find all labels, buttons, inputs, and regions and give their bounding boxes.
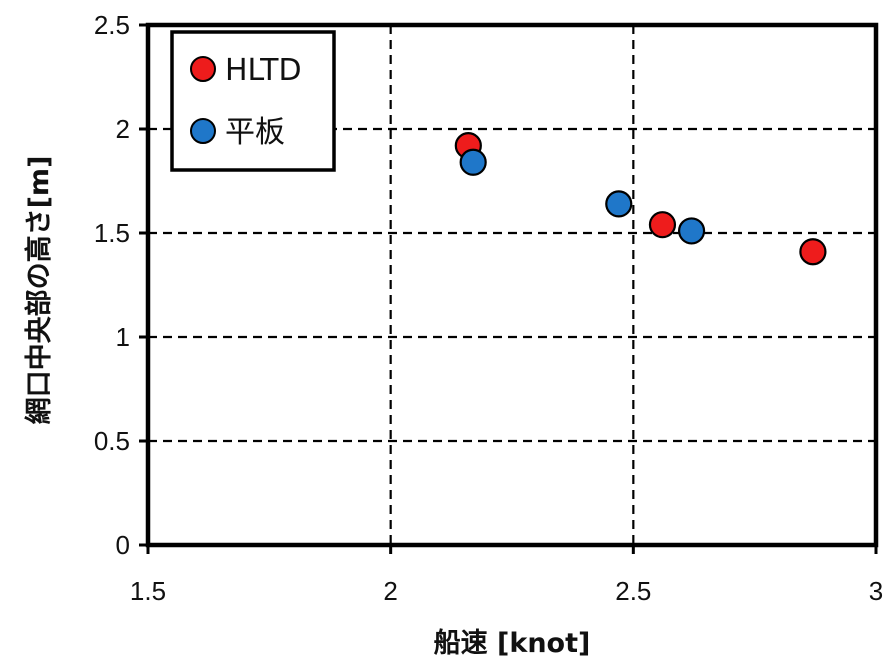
legend-marker-heiban [190, 118, 216, 144]
y-tick-label-5: 2.5 [94, 10, 130, 40]
x-tick-label-1: 2 [383, 576, 397, 606]
legend-box [170, 30, 336, 172]
x-tick-label-3: 3 [869, 576, 883, 606]
point-series-0-1 [648, 211, 677, 239]
legend-label-hltd: HLTD [225, 53, 302, 88]
point-series-1-2 [677, 217, 706, 245]
legend-marker-hltd [190, 56, 216, 82]
legend: HLTD 平板 [170, 30, 336, 172]
y-tick-label-4: 2 [116, 114, 130, 144]
point-series-1-1 [605, 190, 633, 218]
point-series-1-0 [459, 148, 487, 176]
tick-labels: 0 0.5 1 1.5 2 2.5 1.5 2 2.5 3 [94, 10, 883, 606]
y-tick-label-0: 0 [116, 530, 130, 560]
y-tick-label-3: 1.5 [94, 218, 130, 248]
x-tick-label-0: 1.5 [130, 576, 166, 606]
y-axis-title: 網口中央部の高さ[m] [23, 156, 55, 425]
plot-area-frame [145, 22, 879, 548]
x-axis-title: 船速 [knot] [434, 627, 591, 659]
y-tick-label-2: 1 [116, 322, 130, 352]
y-tick-label-1: 0.5 [94, 426, 130, 456]
x-tick-label-2: 2.5 [615, 576, 651, 606]
point-series-0-2 [799, 238, 827, 266]
data-points [454, 132, 827, 266]
legend-label-heiban: 平板 [225, 115, 285, 150]
